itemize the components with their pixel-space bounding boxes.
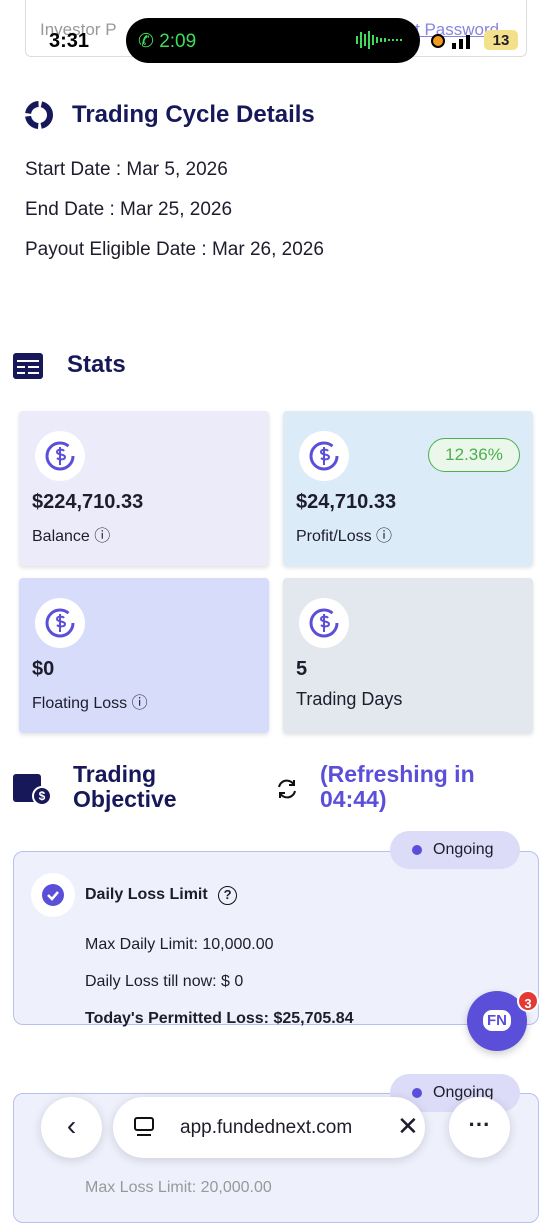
chat-button[interactable]: FN [467,991,527,1051]
stat-label: Floating Loss ⓘ [32,695,148,712]
stat-label: Balance ⓘ [32,528,111,545]
call-time: ✆ 2:09 [138,31,197,52]
top-fragment: Investor P [40,20,117,39]
section-title: Trading Objective [73,761,177,812]
more-button[interactable]: ··· [449,1097,510,1158]
date-line: Start Date : Mar 5, 2026 [25,159,228,180]
dollar-icon [35,598,85,648]
dollar-glyph [309,608,339,638]
stat-value: $0 [32,658,55,680]
objective-line: Max Loss Limit: 20,000.00 [85,1179,272,1196]
stat-card: 5 Trading Days [283,578,533,733]
objective-line: Daily Loss till now: $ 0 [85,973,244,990]
objective-line: Max Daily Limit: 10,000.00 [85,936,274,953]
url-bar[interactable]: app.fundednext.com ✕ [113,1097,425,1158]
dynamic-island [126,18,420,63]
battery: 13 [484,30,518,50]
chat-badge: 3 [517,990,539,1012]
stat-label-text: Profit/Loss [296,528,372,545]
waveform [356,31,402,49]
refresh-icon[interactable] [275,777,299,801]
stat-label: Profit/Loss ⓘ [296,528,393,545]
svg-text:$: $ [39,789,46,803]
help-icon[interactable]: ? [218,886,238,905]
section-title: Stats [67,351,126,378]
cycle-icon [25,101,53,129]
check-icon [31,873,75,917]
objective-heading-text: Daily Loss Limit [85,886,208,903]
signal [431,34,470,49]
dollar-icon [35,431,85,481]
date-line: End Date : Mar 25, 2026 [25,199,233,220]
stat-label-text: Balance [32,528,90,545]
stat-value: $224,710.33 [32,491,144,513]
stat-card: $0 Floating Loss ⓘ [19,578,269,733]
section-title: Trading Cycle Details [72,101,315,128]
top-fragment[interactable]: t Password [415,20,500,39]
back-button[interactable]: ‹ [41,1097,102,1158]
dollar-icon [299,598,349,648]
date-line: Payout Eligible Date : Mar 26, 2026 [25,239,324,260]
objective-card [13,851,539,1025]
chat-icon: FN [483,1010,511,1031]
url-text: app.fundednext.com [180,1117,353,1138]
objective-icon: $ [13,774,52,806]
dollar-glyph [309,441,339,471]
refresh-label: (Refreshing in 04:44) [320,761,475,812]
tabs-icon [134,1117,154,1136]
stat-value: 5 [296,658,308,680]
objective-line: Today's Permitted Loss: $25,705.84 [85,1010,354,1027]
call-time-text: 2:09 [159,31,197,52]
stat-label: Trading Days [296,689,403,709]
dollar-icon [299,431,349,481]
close-button[interactable]: ✕ [397,1111,419,1141]
dollar-glyph [45,441,75,471]
stat-label-text: Floating Loss [32,695,128,712]
objective-heading: Daily Loss Limit ? [85,886,238,905]
stat-card: $24,710.33 Profit/Loss ⓘ 12.36% [283,411,533,566]
stat-value: $24,710.33 [296,491,397,513]
status-pill: Ongoing [390,831,520,869]
clock: 3:31 [49,30,90,52]
stats-icon [13,353,43,379]
dollar-glyph [45,608,75,638]
stat-card: $224,710.33 Balance ⓘ [19,411,269,566]
percent-badge: 12.36% [428,438,520,472]
